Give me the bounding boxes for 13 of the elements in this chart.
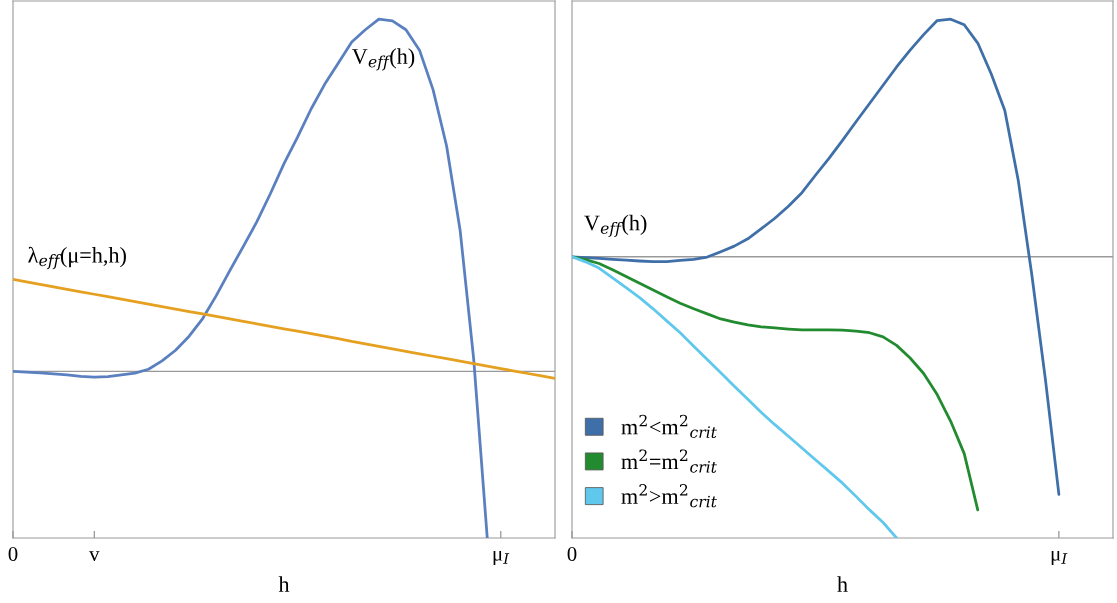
- x-tick-label: 0: [8, 546, 18, 561]
- x-tick-label: v: [89, 551, 100, 561]
- legend-label: m$^{2}$=m$^{2}$$_{crit}$: [621, 449, 717, 473]
- legend-label: m$^{2}$<m$^{2}$$_{crit}$: [621, 414, 717, 439]
- legend-label: m$^{2}$>m$^{2}$$_{crit}$: [621, 484, 717, 508]
- x-tick-label: μ$_{I}$: [493, 551, 510, 566]
- x-tick-label: μ$_{I}$: [1051, 551, 1068, 566]
- x-axis-title: h: [278, 576, 290, 592]
- x-axis-title: h: [837, 576, 848, 592]
- annotation: λ$_{eff}$(μ=h,h): [28, 246, 126, 270]
- annotation: V$_{eff}$(h): [584, 214, 647, 237]
- x-tick-label: 0: [567, 546, 577, 561]
- annotation: V$_{eff}$(h): [352, 48, 415, 71]
